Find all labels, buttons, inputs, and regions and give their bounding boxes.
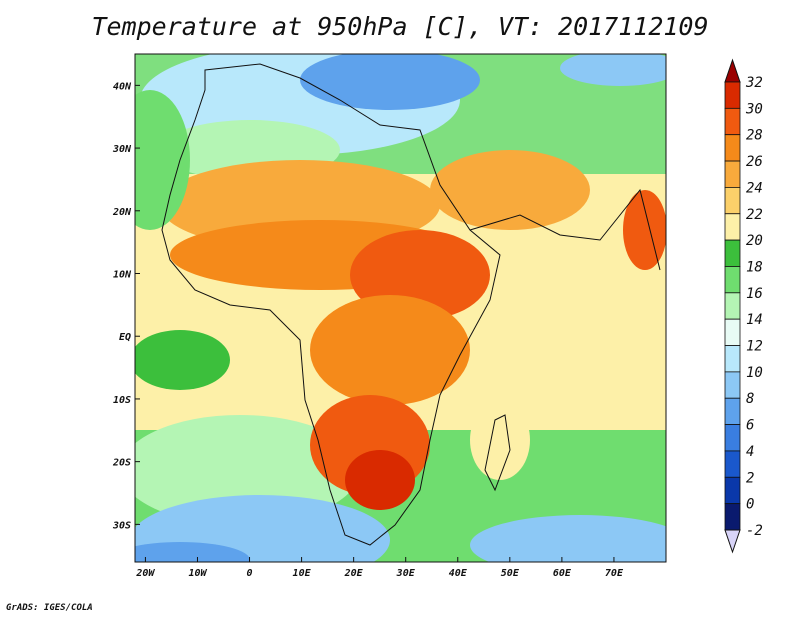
colorbar-label: -2 <box>746 523 763 539</box>
x-tick-label: 40E <box>449 568 468 579</box>
colorbar-swatch <box>724 160 741 188</box>
y-tick-label: 40N <box>113 81 132 92</box>
x-tick-label: 50E <box>501 568 520 579</box>
colorbar-label: 24 <box>746 180 763 196</box>
colorbar-swatch <box>724 371 741 399</box>
colorbar-label: 30 <box>745 101 763 117</box>
colorbar-swatch <box>724 107 741 136</box>
x-tick-label: 0 <box>247 568 253 579</box>
colorbar-swatch <box>724 213 741 241</box>
colorbar-label: 28 <box>746 128 763 144</box>
temperature-field <box>135 54 666 562</box>
colorbar-bottom-arrow <box>724 529 741 554</box>
colorbar-top-arrow <box>724 58 741 83</box>
colorbar-label: 12 <box>746 339 763 355</box>
y-tick-label: 10S <box>113 395 131 406</box>
field-southindian-cold <box>470 515 666 562</box>
plot-frame <box>134 53 667 563</box>
africa-coastline <box>161 63 501 546</box>
field-arabia-warm <box>430 150 590 230</box>
field-central-africa <box>310 295 470 405</box>
x-tick-label: 10W <box>188 568 207 579</box>
colorbar-swatch <box>724 345 741 373</box>
colorbar-label: 6 <box>746 418 754 434</box>
y-tick-label: 10N <box>113 270 132 281</box>
colorbar-label: 8 <box>746 391 754 407</box>
madagascar-coastline <box>484 414 511 492</box>
field-southatl-cool <box>135 415 360 525</box>
colorbar-swatch <box>724 397 741 425</box>
chart-title: Temperature at 950hPa [C], VT: 201711210… <box>91 12 709 41</box>
field-madagascar <box>470 400 530 480</box>
colorbar-label: 10 <box>746 365 763 381</box>
colorbar-swatch <box>724 476 741 505</box>
x-axis: 20W 10W 0 10E 20E 30E 40E 50E 60E 70E <box>135 557 624 579</box>
x-tick-label: 10E <box>293 568 312 579</box>
colorbar-label: 16 <box>746 286 763 302</box>
colorbar-label: 14 <box>746 312 763 328</box>
arabia-india-coastline <box>469 188 661 271</box>
field-northeast-cool <box>560 54 666 86</box>
x-tick-label: 60E <box>553 568 572 579</box>
colorbar-swatch <box>724 318 741 346</box>
colorbar-swatch <box>724 503 741 531</box>
y-tick-label: 30N <box>112 144 132 155</box>
y-tick-label: 20N <box>112 207 132 218</box>
y-tick-label: 30S <box>112 520 131 531</box>
x-tick-label: 30E <box>396 568 416 579</box>
colorbar-swatch <box>724 450 741 478</box>
y-tick-label: EQ <box>119 332 131 343</box>
credit-label: GrADS: IGES/COLA <box>6 603 93 613</box>
x-tick-label: 20W <box>135 568 155 579</box>
field-atlantic-green <box>135 90 190 230</box>
colorbar-swatch <box>724 266 741 294</box>
field-india-warm <box>623 190 666 270</box>
coastlines <box>161 63 661 546</box>
colorbar-swatch <box>724 292 741 320</box>
colorbar-swatch <box>724 239 741 267</box>
field-eastmed-cold <box>300 54 480 110</box>
y-axis: 40N 30N 20N 10N EQ 10S 20S 30S <box>112 81 140 531</box>
field-kalahari-hot <box>345 450 415 510</box>
y-tick-label: 20S <box>112 458 131 469</box>
colorbar-swatch <box>724 134 741 162</box>
colorbar-label: 2 <box>746 470 754 486</box>
colorbar-label: 32 <box>745 75 763 91</box>
x-tick-label: 70E <box>605 568 624 579</box>
colorbar-label: 22 <box>746 207 763 223</box>
field-southwest-cold <box>135 542 250 562</box>
colorbar-label: 18 <box>746 259 763 275</box>
colorbar-label: 26 <box>746 154 763 170</box>
colorbar-swatch <box>724 424 741 452</box>
colorbar-swatch <box>724 81 741 109</box>
colorbar-label: 4 <box>746 444 754 460</box>
colorbar-label: 0 <box>746 497 754 513</box>
x-tick-label: 20E <box>344 568 364 579</box>
colorbar-swatch <box>724 187 741 215</box>
field-gulf-guinea-green <box>135 330 230 390</box>
colorbar-label: 20 <box>746 233 763 249</box>
